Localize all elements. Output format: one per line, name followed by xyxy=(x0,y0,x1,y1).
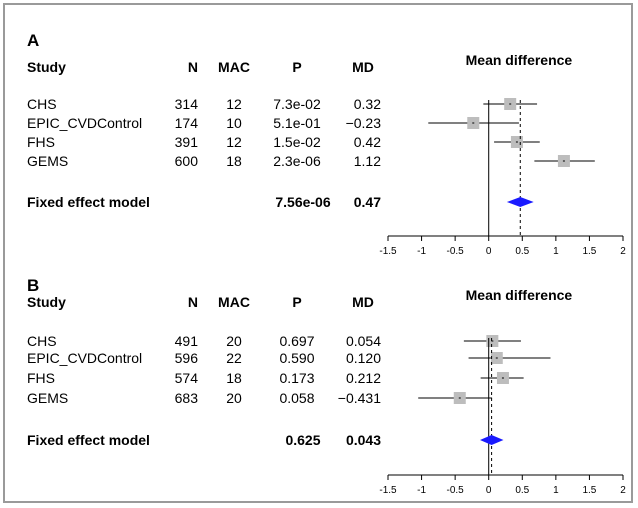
study-md: −0.23 xyxy=(346,115,382,131)
column-header-n: N xyxy=(188,294,198,310)
study-md: 0.212 xyxy=(346,370,381,386)
study-p-value: 0.697 xyxy=(279,333,314,349)
column-header-mac: MAC xyxy=(218,59,250,75)
figure-frame: A Mean difference Study N MAC P MD CHS 314 12 7.3e… xyxy=(3,3,633,503)
plot-title: Mean difference xyxy=(466,287,573,303)
study-p-value: 2.3e-06 xyxy=(273,153,321,169)
study-p-value: 1.5e-02 xyxy=(273,134,321,150)
x-tick-label: 1.5 xyxy=(582,246,596,257)
x-tick-label: -1.5 xyxy=(379,485,397,496)
fixed-effect-label: Fixed effect model xyxy=(27,194,150,210)
panel-label: A xyxy=(27,31,39,50)
study-name: FHS xyxy=(27,134,55,150)
study-n: 391 xyxy=(175,134,199,150)
study-name: CHS xyxy=(27,96,57,112)
study-mac: 22 xyxy=(226,350,242,366)
study-name: CHS xyxy=(27,333,57,349)
study-md: 1.12 xyxy=(354,153,381,169)
column-header-md: MD xyxy=(352,59,374,75)
column-header-p: P xyxy=(292,294,301,310)
x-tick-label: -0.5 xyxy=(447,246,465,257)
x-tick-label: 0.5 xyxy=(515,246,529,257)
study-mac: 12 xyxy=(226,134,242,150)
study-name: EPIC_CVDControl xyxy=(27,115,142,131)
study-name: GEMS xyxy=(27,390,68,406)
x-tick-label: 0 xyxy=(486,246,492,257)
column-header-study: Study xyxy=(27,294,66,310)
study-md: 0.42 xyxy=(354,134,381,150)
study-name: GEMS xyxy=(27,153,68,169)
x-tick-label: 0.5 xyxy=(515,485,529,496)
column-header-n: N xyxy=(188,59,198,75)
x-tick-label: -0.5 xyxy=(447,485,465,496)
summary-diamond xyxy=(479,435,504,445)
study-name: EPIC_CVDControl xyxy=(27,350,142,366)
x-tick-label: 2 xyxy=(620,246,626,257)
fixed-effect-label: Fixed effect model xyxy=(27,432,150,448)
x-tick-label: 0 xyxy=(486,485,492,496)
study-md: −0.431 xyxy=(338,390,381,406)
study-md: 0.054 xyxy=(346,333,381,349)
x-tick-label: -1 xyxy=(417,485,426,496)
study-n: 683 xyxy=(175,390,199,406)
study-n: 174 xyxy=(175,115,199,131)
study-n: 600 xyxy=(175,153,199,169)
column-header-mac: MAC xyxy=(218,294,250,310)
column-header-p: P xyxy=(292,59,301,75)
column-header-md: MD xyxy=(352,294,374,310)
x-tick-label: 1.5 xyxy=(582,485,596,496)
plot-title: Mean difference xyxy=(466,52,573,68)
study-p-value: 0.173 xyxy=(279,370,314,386)
fixed-effect-p-value: 0.625 xyxy=(285,432,320,448)
study-n: 596 xyxy=(175,350,199,366)
study-p-value: 7.3e-02 xyxy=(273,96,321,112)
x-tick-label: 1 xyxy=(553,485,559,496)
study-mac: 18 xyxy=(226,153,242,169)
panel-label: B xyxy=(27,276,39,295)
study-n: 314 xyxy=(175,96,199,112)
fixed-effect-md: 0.47 xyxy=(354,194,381,210)
study-mac: 20 xyxy=(226,333,242,349)
column-header-study: Study xyxy=(27,59,66,75)
study-mac: 20 xyxy=(226,390,242,406)
fixed-effect-p-value: 7.56e-06 xyxy=(275,194,330,210)
study-n: 574 xyxy=(175,370,199,386)
study-n: 491 xyxy=(175,333,199,349)
study-mac: 18 xyxy=(226,370,242,386)
fixed-effect-md: 0.043 xyxy=(346,432,381,448)
study-md: 0.120 xyxy=(346,350,381,366)
study-p-value: 5.1e-01 xyxy=(273,115,321,131)
study-p-value: 0.590 xyxy=(279,350,314,366)
study-mac: 12 xyxy=(226,96,242,112)
x-tick-label: 2 xyxy=(620,485,626,496)
x-tick-label: -1.5 xyxy=(379,246,397,257)
x-tick-label: -1 xyxy=(417,246,426,257)
study-md: 0.32 xyxy=(354,96,381,112)
study-name: FHS xyxy=(27,370,55,386)
summary-diamond xyxy=(506,197,534,207)
study-p-value: 0.058 xyxy=(279,390,314,406)
study-mac: 10 xyxy=(226,115,242,131)
x-tick-label: 1 xyxy=(553,246,559,257)
